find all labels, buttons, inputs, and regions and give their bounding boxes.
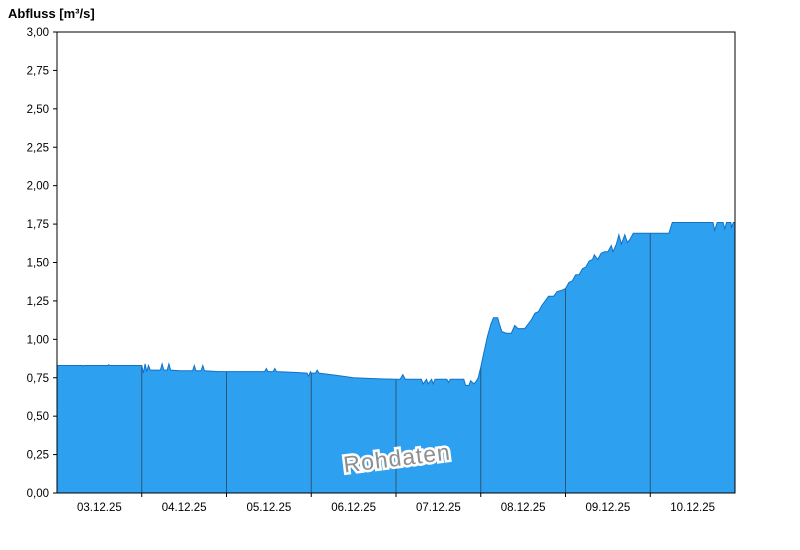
chart-title: Abfluss [m³/s] [8, 6, 95, 21]
y-tick-label: 0,75 [27, 373, 49, 385]
y-tick-label: 0,50 [27, 411, 49, 423]
x-axis: 03.12.25 04.12.25 05.12.25 06.12.25 07.12.25… [77, 493, 715, 514]
x-date-label: 06.12.25 [331, 502, 376, 514]
y-axis: 0,00 0,25 0,50 0,75 1,00 1,25 1,50 1,75 2,00 2,25… [27, 27, 57, 500]
y-tick-label: 2,75 [27, 65, 49, 77]
x-date-label: 05.12.25 [246, 502, 291, 514]
x-date-label: 10.12.25 [670, 502, 715, 514]
y-tick-label: 1,50 [27, 258, 49, 270]
x-date-label: 08.12.25 [501, 502, 546, 514]
y-tick-label: 1,25 [27, 296, 49, 308]
x-date-label: 07.12.25 [416, 502, 461, 514]
x-date-label: 04.12.25 [162, 502, 207, 514]
discharge-line-series [57, 222, 735, 386]
y-tick-label: 3,00 [27, 27, 49, 39]
y-tick-label: 2,00 [27, 181, 49, 193]
y-tick-label: 2,25 [27, 142, 49, 154]
y-tick-label: 1,00 [27, 334, 49, 346]
x-date-label: 09.12.25 [585, 502, 630, 514]
y-tick-label: 2,50 [27, 104, 49, 116]
x-date-label: 03.12.25 [77, 502, 122, 514]
y-tick-label: 1,75 [27, 219, 49, 231]
y-tick-label: 0,00 [27, 488, 49, 500]
y-tick-label: 0,25 [27, 450, 49, 462]
